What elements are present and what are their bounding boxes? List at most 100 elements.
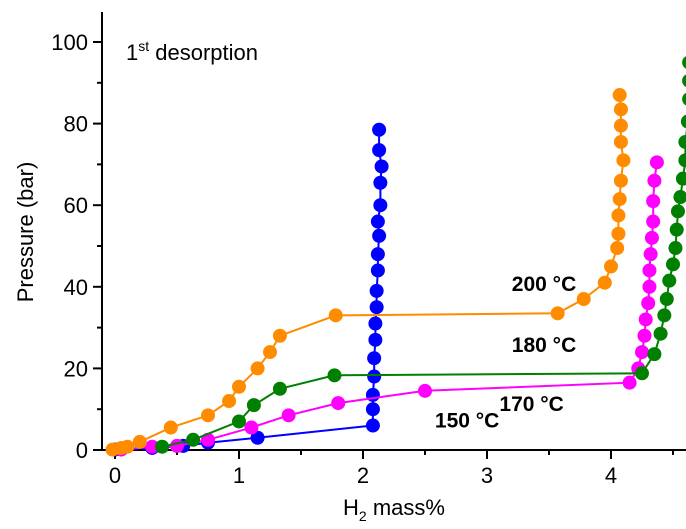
- data-point: [657, 308, 672, 323]
- data-point: [635, 345, 649, 360]
- data-point: [670, 204, 685, 219]
- data-point: [367, 351, 382, 366]
- series-170c: [114, 155, 664, 457]
- x-axis-title-subscript: 2: [359, 508, 367, 524]
- data-point: [649, 155, 664, 170]
- data-point: [637, 328, 652, 343]
- y-tick-label: 20: [64, 356, 88, 381]
- series-annotation: 170 °C: [499, 393, 563, 416]
- data-point: [155, 439, 170, 454]
- x-axis-title-main: H: [343, 495, 359, 520]
- data-point: [246, 398, 261, 413]
- data-point: [370, 214, 385, 229]
- x-axis-title: H2 mass%: [343, 495, 445, 524]
- series-line: [121, 162, 658, 451]
- data-point: [328, 308, 343, 323]
- data-point: [132, 434, 147, 449]
- data-point: [641, 296, 656, 311]
- data-point: [369, 283, 384, 298]
- data-point: [367, 369, 382, 384]
- data-point: [186, 432, 201, 447]
- data-point: [644, 230, 659, 245]
- data-point: [675, 171, 686, 186]
- data-point: [622, 375, 637, 390]
- chart-title-main: 1: [126, 40, 138, 65]
- data-point: [576, 292, 591, 307]
- data-point: [281, 408, 296, 423]
- data-point: [163, 420, 178, 435]
- data-point: [550, 306, 565, 321]
- data-point: [365, 402, 380, 417]
- data-point: [372, 143, 387, 158]
- data-point: [668, 241, 683, 256]
- data-point: [272, 328, 287, 343]
- data-point: [612, 88, 627, 103]
- data-point: [611, 226, 626, 241]
- data-point: [646, 214, 661, 229]
- data-point: [635, 366, 649, 381]
- data-point: [613, 118, 628, 133]
- data-point: [201, 408, 215, 423]
- data-point: [612, 192, 627, 207]
- series-200c: [105, 88, 631, 457]
- data-point: [642, 263, 657, 278]
- data-point: [682, 74, 686, 88]
- data-point: [120, 439, 135, 454]
- x-tick-label: 2: [357, 463, 369, 488]
- data-point: [680, 114, 686, 129]
- data-point: [232, 414, 246, 429]
- data-point: [418, 383, 432, 398]
- data-point: [678, 153, 686, 168]
- series-annotation: 200 °C: [512, 273, 576, 296]
- x-tick-label: 4: [605, 463, 617, 488]
- data-point: [373, 175, 388, 190]
- data-point: [653, 326, 668, 341]
- data-point: [613, 102, 628, 117]
- data-point: [232, 379, 246, 394]
- data-point: [613, 134, 628, 149]
- y-tick-label: 80: [64, 112, 88, 137]
- chart-title-superscript: st: [138, 38, 149, 54]
- data-point: [368, 332, 383, 347]
- data-point: [638, 312, 653, 327]
- data-point: [611, 208, 626, 223]
- data-point: [642, 279, 657, 294]
- series-annotation: 180 °C: [512, 334, 576, 357]
- chart-title-rest: desorption: [149, 40, 258, 65]
- data-point: [646, 194, 661, 209]
- data-point: [372, 228, 387, 243]
- series-layer: [105, 56, 686, 457]
- x-tick-label: 1: [233, 463, 245, 488]
- data-point: [373, 198, 388, 213]
- data-point: [647, 347, 662, 362]
- data-point: [613, 173, 628, 188]
- y-axis-title: Pressure (bar): [13, 162, 38, 303]
- x-tick-label: 3: [481, 463, 493, 488]
- data-point: [145, 439, 160, 454]
- data-point: [643, 247, 658, 262]
- data-point: [222, 394, 237, 409]
- y-tick-label: 40: [64, 275, 88, 300]
- plot-area: [101, 12, 686, 451]
- data-point: [365, 418, 380, 433]
- data-point: [272, 381, 287, 396]
- data-point: [370, 263, 385, 278]
- y-tick-label: 0: [76, 438, 88, 463]
- data-point: [170, 438, 184, 453]
- data-point: [244, 420, 259, 435]
- data-point: [368, 316, 383, 331]
- data-point: [682, 92, 686, 106]
- data-point: [616, 153, 631, 168]
- data-point: [370, 247, 385, 262]
- data-point: [662, 273, 677, 288]
- data-point: [369, 300, 384, 315]
- data-point: [647, 173, 662, 188]
- data-point: [263, 345, 277, 360]
- data-point: [666, 257, 680, 272]
- data-point: [250, 430, 265, 445]
- series-annotation: 150 °C: [435, 410, 499, 433]
- data-point: [669, 222, 684, 237]
- y-tick-label: 60: [64, 193, 88, 218]
